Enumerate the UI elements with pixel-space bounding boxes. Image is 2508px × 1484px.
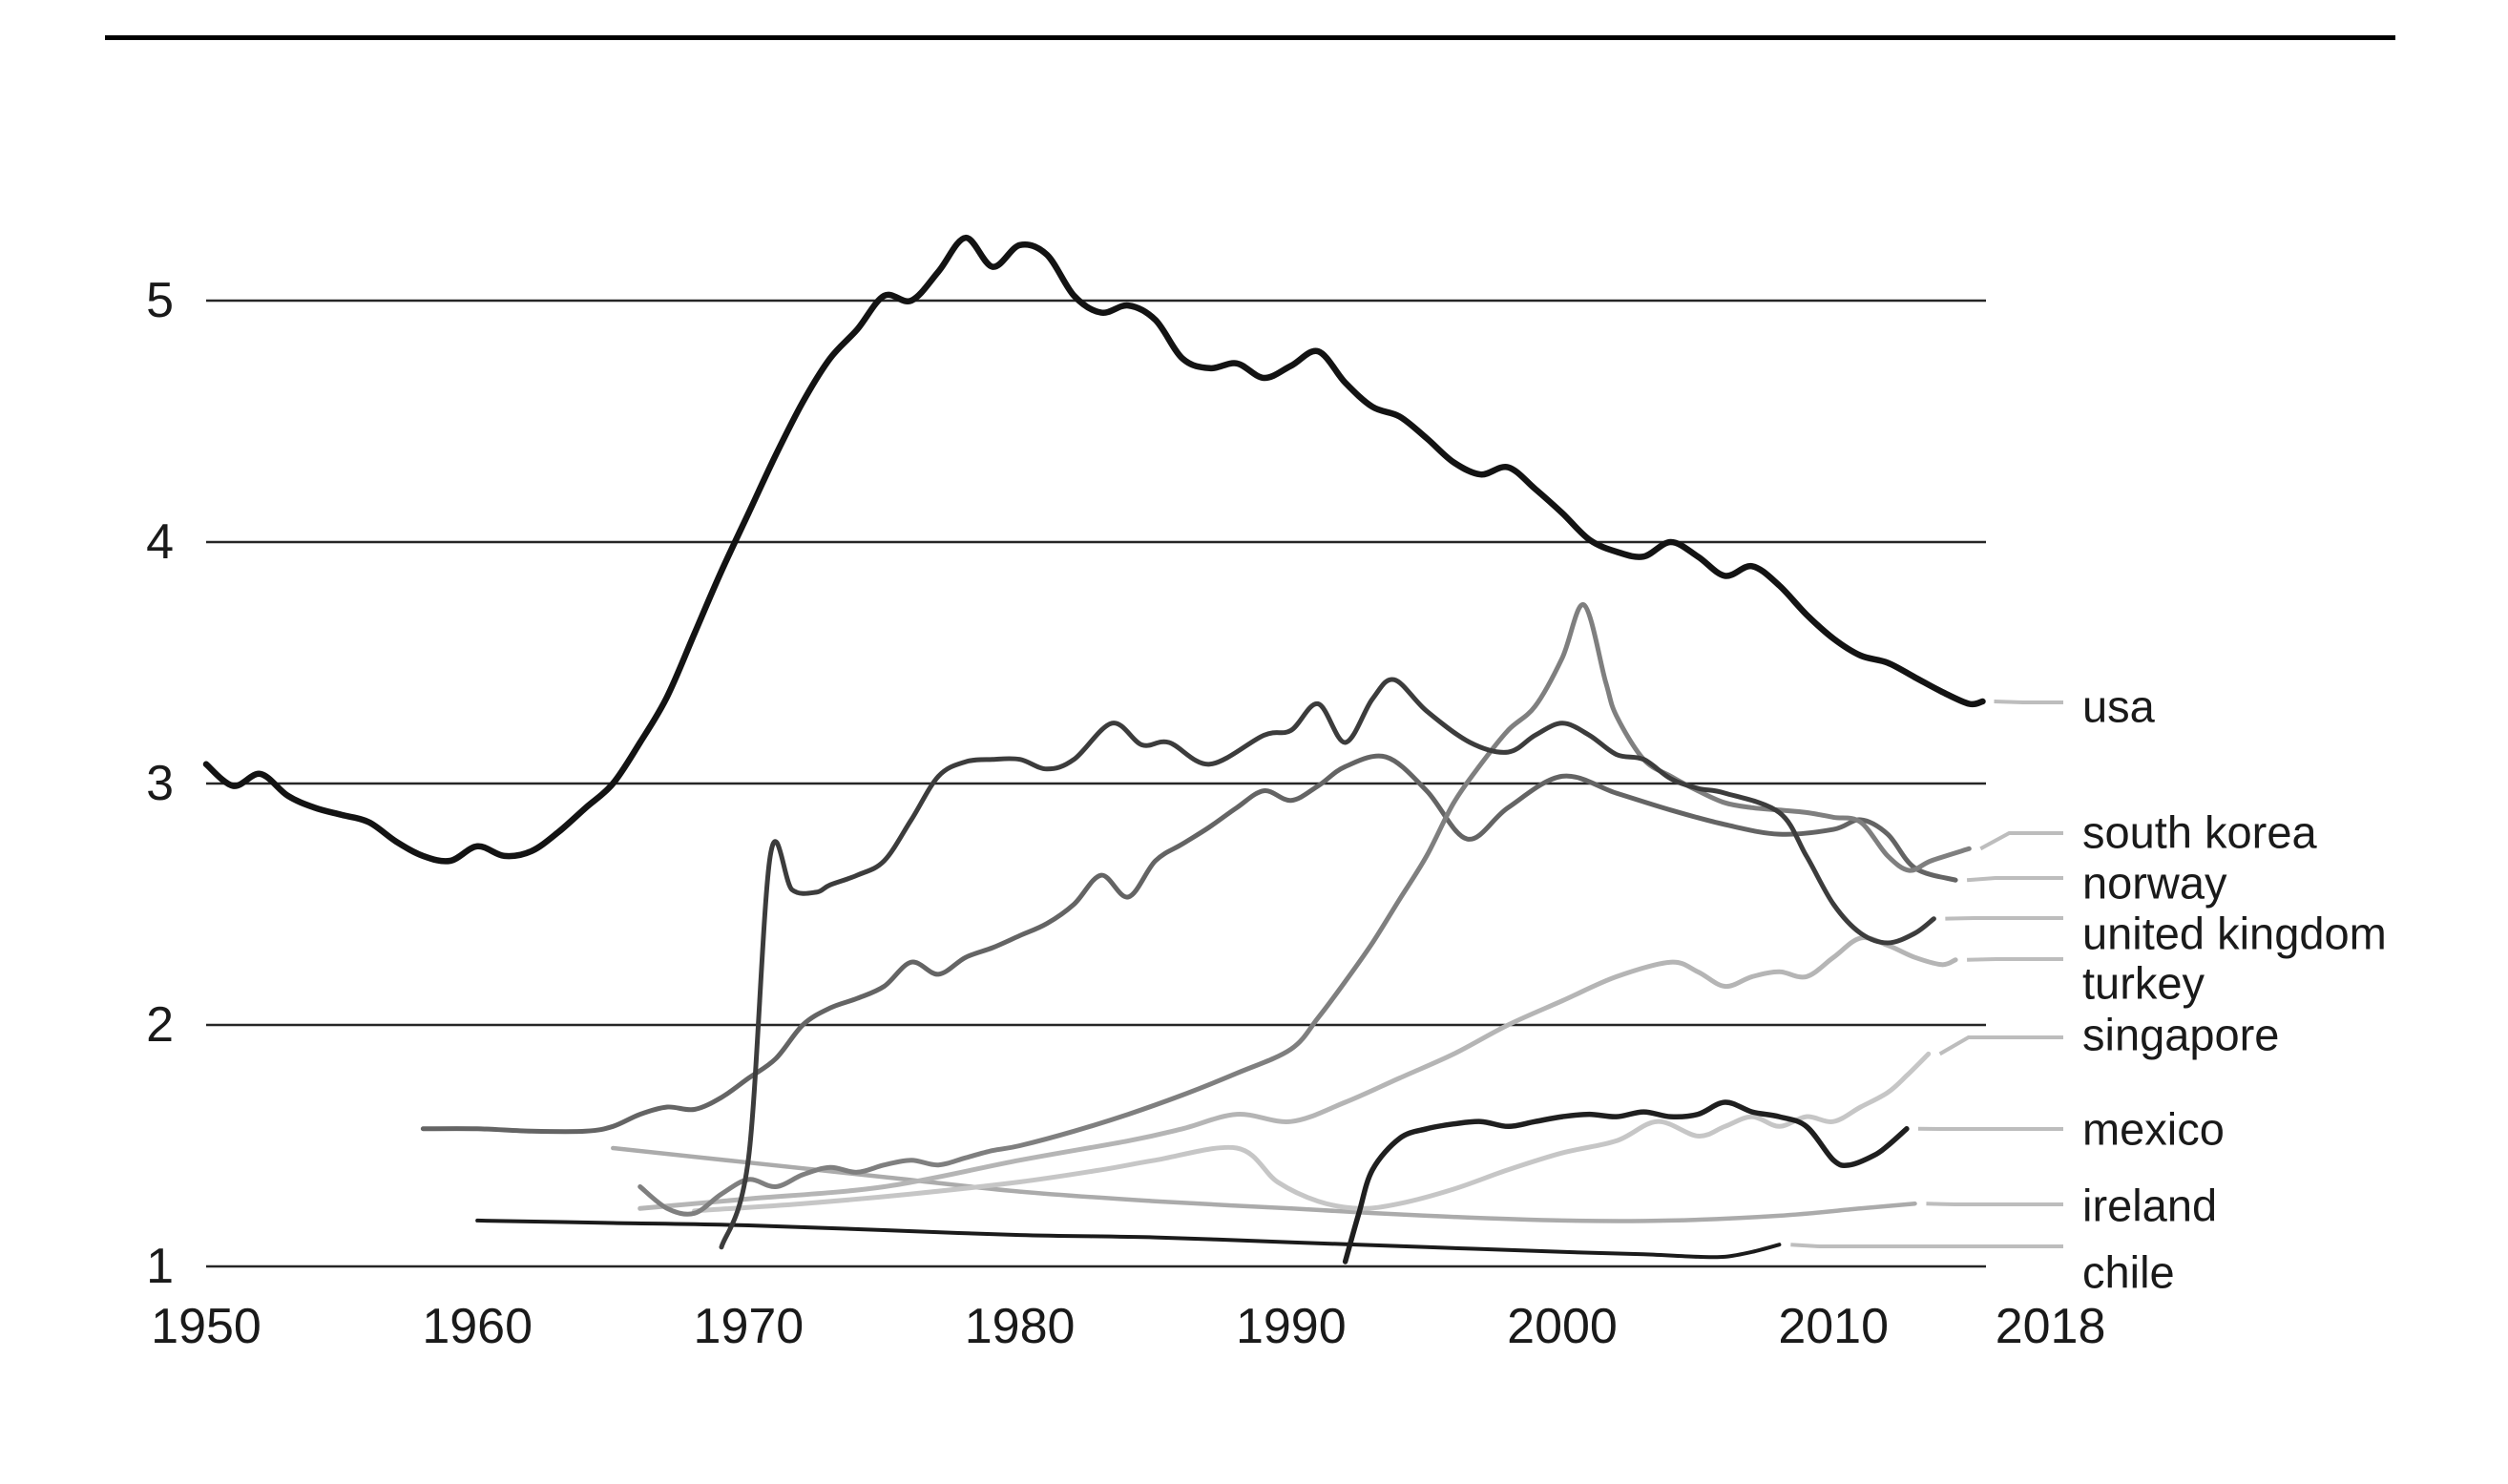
y-tick-label-2: 2	[146, 997, 174, 1053]
leader-line-turkey	[1967, 957, 2063, 962]
x-tick-label-2018: 2018	[1996, 1299, 2106, 1354]
x-tick-label-2000: 2000	[1507, 1299, 1618, 1354]
series-label-chile: chile	[2082, 1247, 2175, 1298]
x-tick-label-1960: 1960	[422, 1299, 533, 1354]
series-label-mexico: mexico	[2082, 1104, 2225, 1155]
leader-line-ireland	[1926, 1202, 2063, 1206]
series-line-singapore	[692, 1051, 1932, 1214]
series-line-united-kingdom	[719, 677, 1936, 1250]
x-tick-label-1970: 1970	[694, 1299, 805, 1354]
leader-line-singapore	[1938, 1035, 2063, 1056]
label-leader-lines	[1790, 699, 2063, 1248]
top-rule	[105, 35, 2395, 40]
series-label-usa: usa	[2082, 681, 2156, 732]
series-line-ireland	[611, 1145, 1917, 1223]
leader-line-south-korea	[1979, 831, 2063, 851]
series-label-south-korea: south korea	[2082, 807, 2317, 858]
series-label-ireland: ireland	[2082, 1181, 2217, 1231]
leader-line-united-kingdom	[1945, 916, 2063, 921]
series-label-united-kingdom: united kingdom	[2082, 909, 2387, 959]
x-tick-label-1980: 1980	[965, 1299, 1076, 1354]
series-line-south-korea	[637, 602, 1972, 1217]
series-line-chile	[475, 1218, 1782, 1260]
series-label-turkey: turkey	[2082, 958, 2205, 1009]
y-tick-label-1: 1	[146, 1239, 174, 1294]
series-line-norway	[420, 753, 1958, 1135]
series-line-mexico	[1342, 1099, 1910, 1265]
x-tick-label-1990: 1990	[1236, 1299, 1347, 1354]
y-tick-label-5: 5	[146, 273, 174, 328]
gridlines	[206, 299, 1986, 1268]
series-line-usa	[202, 234, 1986, 865]
series-lines	[202, 234, 1986, 1265]
y-tick-label-3: 3	[146, 756, 174, 811]
series-line-turkey	[637, 934, 1958, 1211]
x-tick-label-2010: 2010	[1778, 1299, 1889, 1354]
series-label-singapore: singapore	[2082, 1010, 2279, 1060]
leader-line-chile	[1790, 1243, 2063, 1248]
series-label-norway: norway	[2082, 858, 2227, 909]
x-tick-label-1950: 1950	[151, 1299, 261, 1354]
leader-line-usa	[1994, 699, 2063, 704]
y-tick-label-4: 4	[146, 514, 174, 570]
leader-line-norway	[1966, 876, 2063, 883]
axis-and-series-labels: 1 2 3 4 5 1950 1960 1970 1980 1990 2000 2010 2018 ire…	[146, 273, 2387, 1354]
